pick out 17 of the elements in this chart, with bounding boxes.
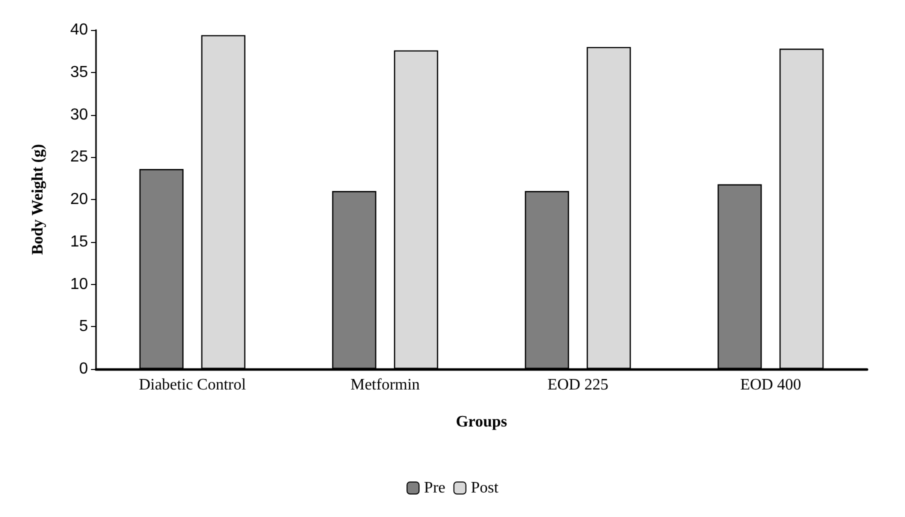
x-axis-title: Groups <box>456 414 508 430</box>
legend-label: Post <box>470 480 500 496</box>
y-tick-label: 15 <box>70 233 88 250</box>
y-tick-label: 30 <box>70 106 88 124</box>
y-tick-label: 40 <box>70 22 88 38</box>
y-tick-label: 25 <box>70 148 88 166</box>
y-tick-label: 10 <box>70 276 88 293</box>
legend-label: Pre <box>424 480 446 496</box>
x-tick-label: Diabetic Control <box>138 376 246 394</box>
x-tick-label: Metformin <box>350 376 420 394</box>
y-tick-label: 35 <box>70 64 88 81</box>
y-tick-label: 20 <box>70 191 88 208</box>
y-tick-label: 5 <box>79 318 88 336</box>
y-axis-title: Body Weight (g) <box>30 144 46 255</box>
x-tick-label: EOD 400 <box>740 376 802 394</box>
y-tick-label: 0 <box>79 360 88 378</box>
x-tick-label: EOD 225 <box>547 376 608 394</box>
